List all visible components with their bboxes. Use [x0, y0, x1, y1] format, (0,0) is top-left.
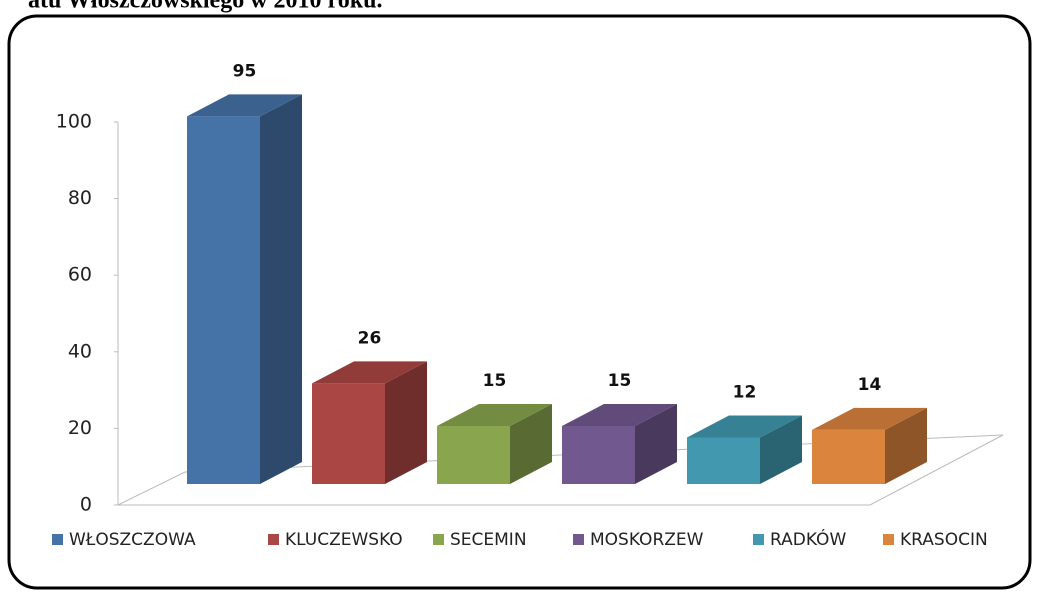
y-tick-label: 40: [68, 340, 92, 362]
bar-side: [635, 403, 677, 484]
bar-front: [437, 425, 510, 484]
bar-top: [562, 403, 677, 426]
y-tick-label: 80: [68, 187, 92, 209]
legend-swatch: [573, 534, 584, 545]
value-label: 12: [733, 383, 757, 403]
legend-swatch: [433, 534, 444, 545]
legend-label: RADKÓW: [770, 528, 846, 550]
bar-side: [260, 94, 302, 484]
bar: [437, 403, 552, 484]
y-tick-label: 100: [56, 111, 92, 133]
bar-top: [437, 403, 552, 426]
legend-swatch: [52, 534, 63, 545]
legend-swatch: [268, 534, 279, 545]
legend-label: KLUCZEWSKO: [285, 530, 403, 550]
value-label: 26: [358, 328, 382, 348]
bar-top: [687, 415, 802, 438]
legend-label: SECEMIN: [450, 530, 527, 550]
bar: [312, 361, 427, 484]
bar-top: [812, 407, 927, 430]
bar-front: [312, 383, 385, 484]
legend-label: WŁOSZCZOWA: [69, 530, 196, 550]
legend-swatch: [883, 534, 894, 545]
bar-front: [812, 429, 885, 484]
frame: [7, 14, 1032, 590]
bar-side: [760, 415, 802, 484]
bar: [562, 403, 677, 484]
bar-front: [187, 116, 260, 484]
bar-side: [510, 403, 552, 484]
legend-label: KRASOCIN: [900, 530, 988, 550]
value-label: 15: [483, 371, 507, 391]
bar-top: [312, 361, 427, 384]
bar-side: [385, 361, 427, 484]
bar-front: [687, 437, 760, 484]
bar-top: [187, 94, 302, 117]
y-tick-label: 20: [68, 417, 92, 439]
bar: [687, 415, 802, 484]
bar-side: [885, 407, 927, 484]
legend-swatch: [753, 534, 764, 545]
value-label: 14: [858, 375, 882, 395]
legend-label: MOSKORZEW: [590, 530, 704, 550]
floor: [117, 434, 1004, 506]
bar-front: [562, 425, 635, 484]
value-label: 15: [608, 371, 632, 391]
bar: [812, 407, 927, 484]
y-tick-label: 60: [68, 264, 92, 286]
chart-title: atu Włoszczowskiego w 2010 roku.: [28, 0, 382, 14]
value-label: 95: [233, 61, 257, 81]
y-tick-label: 0: [80, 494, 92, 516]
bar: [187, 94, 302, 484]
